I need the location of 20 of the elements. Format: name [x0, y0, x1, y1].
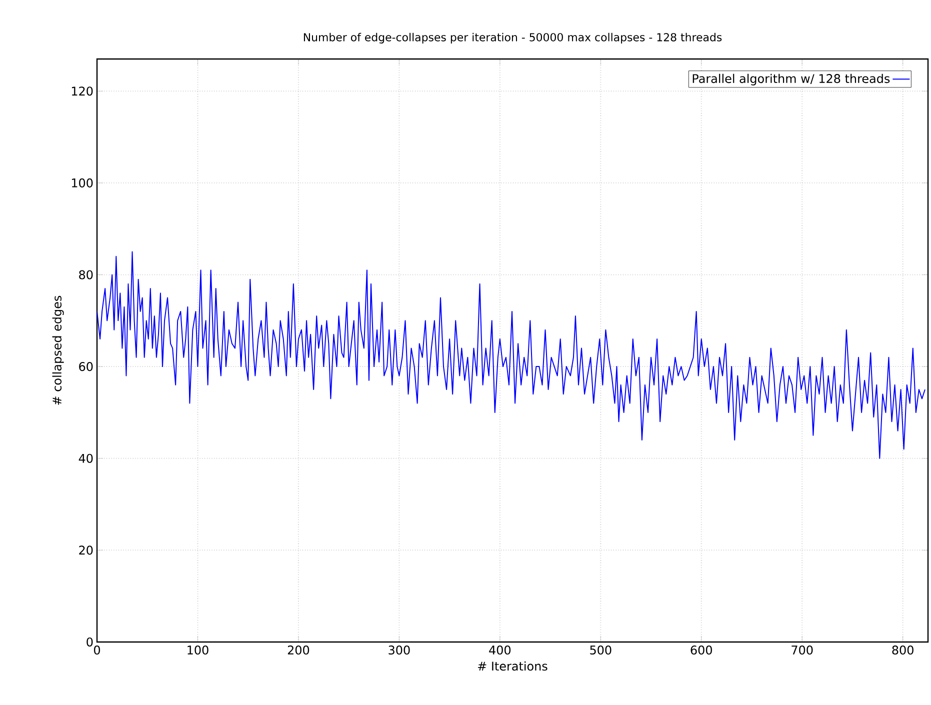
x-tick-label: 700 — [792, 646, 813, 655]
x-tick-label: 300 — [388, 646, 410, 655]
x-tick-label: 800 — [892, 646, 914, 655]
y-tick-label: 100 — [72, 178, 93, 188]
x-tick-label: 0 — [94, 646, 100, 655]
y-tick-label: 40 — [78, 454, 93, 463]
y-tick-label: 0 — [86, 637, 93, 647]
x-tick-label: 100 — [188, 646, 208, 655]
x-tick-label: 200 — [288, 646, 310, 655]
y-tick-label: 60 — [79, 362, 93, 372]
y-tick-label: 20 — [79, 546, 93, 555]
legend-label: Parallel algorithm w/ 128 threads — [692, 74, 890, 86]
x-tick-label: 600 — [690, 646, 712, 655]
chart-title: Number of edge-collapses per iteration - 50000 max collapses - 128 threads — [304, 32, 722, 44]
y-tick-label: 120 — [72, 86, 93, 96]
y-tick-label: 80 — [79, 270, 93, 280]
x-axis-title: # Iterations — [478, 661, 548, 671]
x-tick-label: 400 — [489, 646, 511, 655]
y-axis-title: # collapsed edges — [52, 296, 64, 405]
x-tick-label: 500 — [590, 646, 612, 655]
